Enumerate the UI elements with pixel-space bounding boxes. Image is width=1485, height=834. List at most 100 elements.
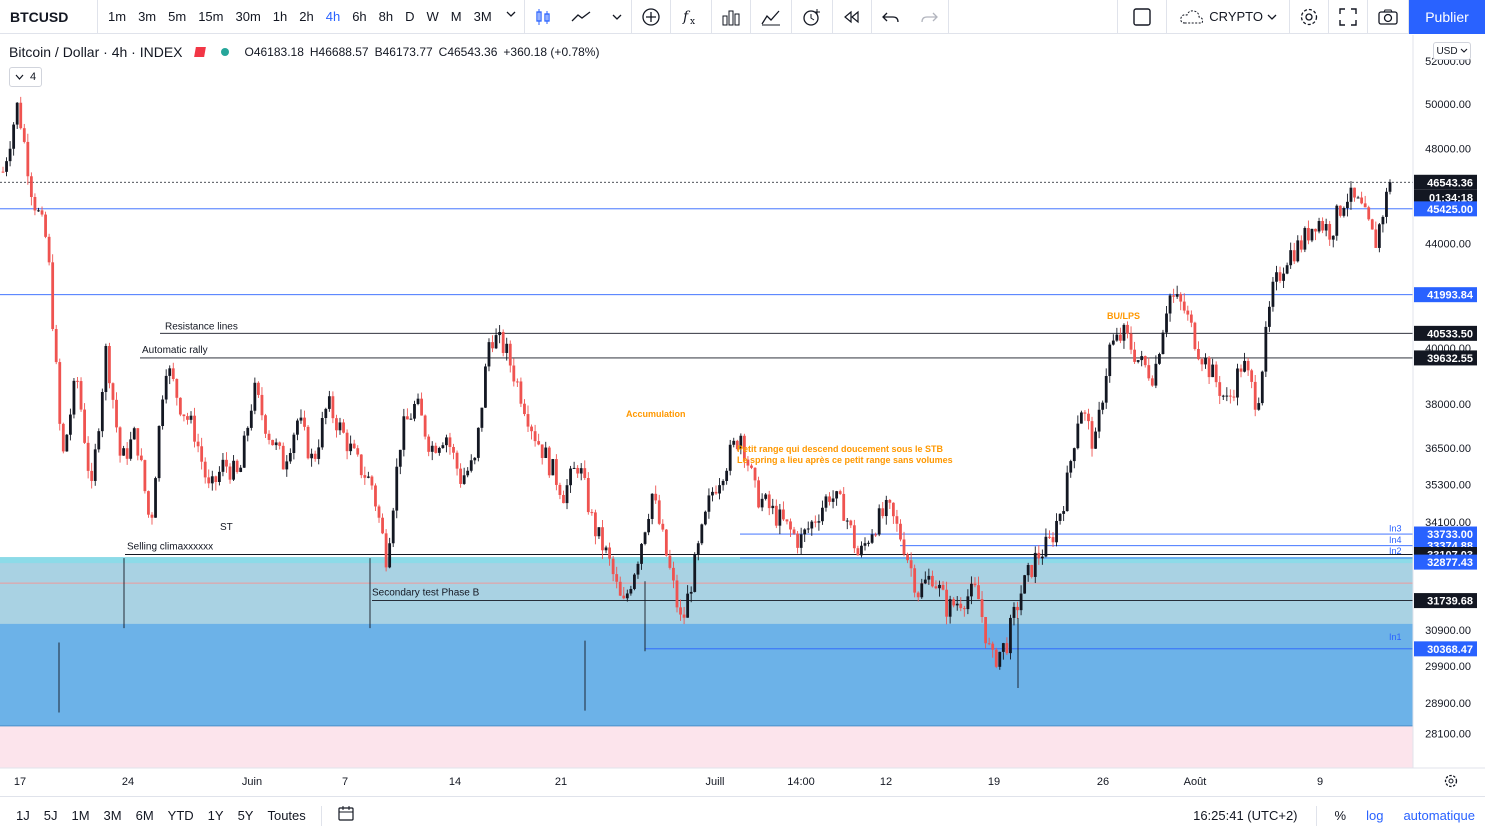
- timeframe-3m[interactable]: 3m: [138, 8, 157, 24]
- candle-body: [1338, 205, 1342, 216]
- timeframe-30m[interactable]: 30m: [235, 8, 261, 24]
- bottom-toolbar: 1J 5J 1M 3M 6M YTD 1Y 5Y Toutes 16:25:41 (UTC+2)…: [0, 796, 1485, 834]
- range-1m[interactable]: 1M: [71, 808, 90, 823]
- candle-body: [852, 525, 856, 549]
- price-chart[interactable]: Resistance lines Automatic rally ST Selling…: [0, 35, 1485, 796]
- candle-body: [1119, 334, 1122, 341]
- candle-body: [1260, 371, 1264, 404]
- candle-body: [1016, 606, 1019, 611]
- zone-light-blue: [0, 557, 1413, 627]
- candle-body: [306, 426, 310, 459]
- candles-button[interactable]: [525, 0, 561, 34]
- candle-body: [803, 529, 807, 535]
- axis-settings-icon: [1448, 778, 1454, 784]
- range-5y[interactable]: 5Y: [237, 808, 254, 823]
- candle-body: [132, 428, 136, 440]
- candle-body: [310, 453, 314, 459]
- timeframe-5m[interactable]: 5m: [168, 8, 187, 24]
- candle-body: [1097, 409, 1101, 432]
- candle-body: [391, 510, 395, 544]
- candle-body: [1175, 294, 1179, 297]
- goto-date-button[interactable]: [330, 805, 362, 826]
- line-tag: In3: [1389, 524, 1402, 534]
- candle-body: [267, 433, 271, 440]
- replay-button[interactable]: [833, 0, 872, 34]
- financials-button[interactable]: [712, 0, 751, 34]
- timeframe-m[interactable]: M: [450, 8, 462, 24]
- price-tick: 28100.00: [1425, 729, 1471, 741]
- range-3m[interactable]: 3M: [103, 808, 122, 823]
- timeframe-15m[interactable]: 15m: [198, 8, 224, 24]
- candle-body: [746, 459, 750, 466]
- range-toutes[interactable]: Toutes: [267, 808, 306, 823]
- indicator-count: 4: [30, 71, 37, 83]
- candle-body: [1179, 294, 1183, 302]
- snapshot-button[interactable]: [1368, 0, 1409, 34]
- candle-body: [1314, 228, 1317, 232]
- timeframe-dropdown-button[interactable]: [498, 0, 525, 34]
- auto-scale-toggle[interactable]: automatique: [1403, 808, 1475, 823]
- timeframe-6h[interactable]: 6h: [352, 8, 367, 24]
- candle-body: [572, 467, 576, 469]
- candle-body: [959, 603, 963, 609]
- timeframe-1m[interactable]: 1m: [108, 8, 127, 24]
- timeframe-3m[interactable]: 3M: [473, 8, 492, 24]
- candle-body: [810, 521, 814, 529]
- candle-body: [210, 476, 214, 484]
- chart-type-dropdown[interactable]: [603, 0, 632, 34]
- timeframe-1h[interactable]: 1h: [272, 8, 288, 24]
- timeframe-w[interactable]: W: [426, 8, 439, 24]
- templates-button[interactable]: [751, 0, 792, 34]
- candle-body: [22, 128, 26, 142]
- candle-body: [1150, 378, 1154, 386]
- zone-blue: [0, 623, 1413, 726]
- candle-body: [1133, 349, 1136, 362]
- chevron-down-icon: [1460, 48, 1467, 53]
- compare-add-button[interactable]: [632, 0, 671, 34]
- range-ytd[interactable]: YTD: [167, 808, 194, 823]
- fullscreen-button[interactable]: [1329, 0, 1368, 34]
- indicators-toggle[interactable]: 4: [9, 67, 43, 87]
- candle-body: [686, 593, 690, 618]
- alert-button[interactable]: [792, 0, 833, 34]
- candle-body: [441, 445, 445, 448]
- timeframe-2h[interactable]: 2h: [299, 8, 314, 24]
- candle-body: [1303, 228, 1307, 250]
- log-toggle[interactable]: log: [1366, 808, 1384, 823]
- line-chart-button[interactable]: [561, 0, 603, 34]
- redo-button[interactable]: [910, 0, 949, 34]
- candle-body: [264, 415, 267, 434]
- symbol-search[interactable]: BTCUSD: [0, 0, 98, 34]
- line-chart-icon: [571, 10, 591, 21]
- flag-icon[interactable]: [193, 47, 206, 57]
- layout-name-button[interactable]: CRYPTO: [1167, 0, 1290, 34]
- candle-body: [1044, 536, 1048, 557]
- candle-body: [157, 426, 161, 479]
- settings-button[interactable]: [1290, 0, 1329, 34]
- publish-button[interactable]: Publier: [1409, 0, 1485, 34]
- series-title[interactable]: Bitcoin / Dollar · 4h · INDEX: [9, 44, 183, 60]
- candle-body: [895, 516, 899, 524]
- range-5j[interactable]: 5J: [43, 808, 58, 823]
- candle-body: [203, 461, 207, 478]
- range-1j[interactable]: 1J: [16, 808, 30, 823]
- percent-toggle[interactable]: %: [1334, 808, 1347, 823]
- clock-timezone[interactable]: 16:25:41 (UTC+2): [1193, 808, 1298, 823]
- line-tag: In2: [1389, 546, 1402, 556]
- timeframe-8h[interactable]: 8h: [378, 8, 394, 24]
- currency-selector[interactable]: USD: [1433, 42, 1471, 60]
- timeframe-d[interactable]: D: [405, 8, 415, 24]
- range-1y[interactable]: 1Y: [207, 808, 224, 823]
- layout-button[interactable]: [1118, 0, 1168, 34]
- timeframe-4h[interactable]: 4h: [325, 8, 341, 24]
- candle-body: [147, 491, 150, 515]
- candle-body: [1243, 360, 1246, 372]
- candle-body: [1310, 228, 1314, 241]
- range-6m[interactable]: 6M: [135, 808, 154, 823]
- candle-body: [484, 366, 487, 408]
- candle-body: [742, 435, 746, 460]
- undo-button[interactable]: [872, 0, 910, 34]
- candle-body: [693, 554, 697, 592]
- candle-body: [1065, 472, 1069, 512]
